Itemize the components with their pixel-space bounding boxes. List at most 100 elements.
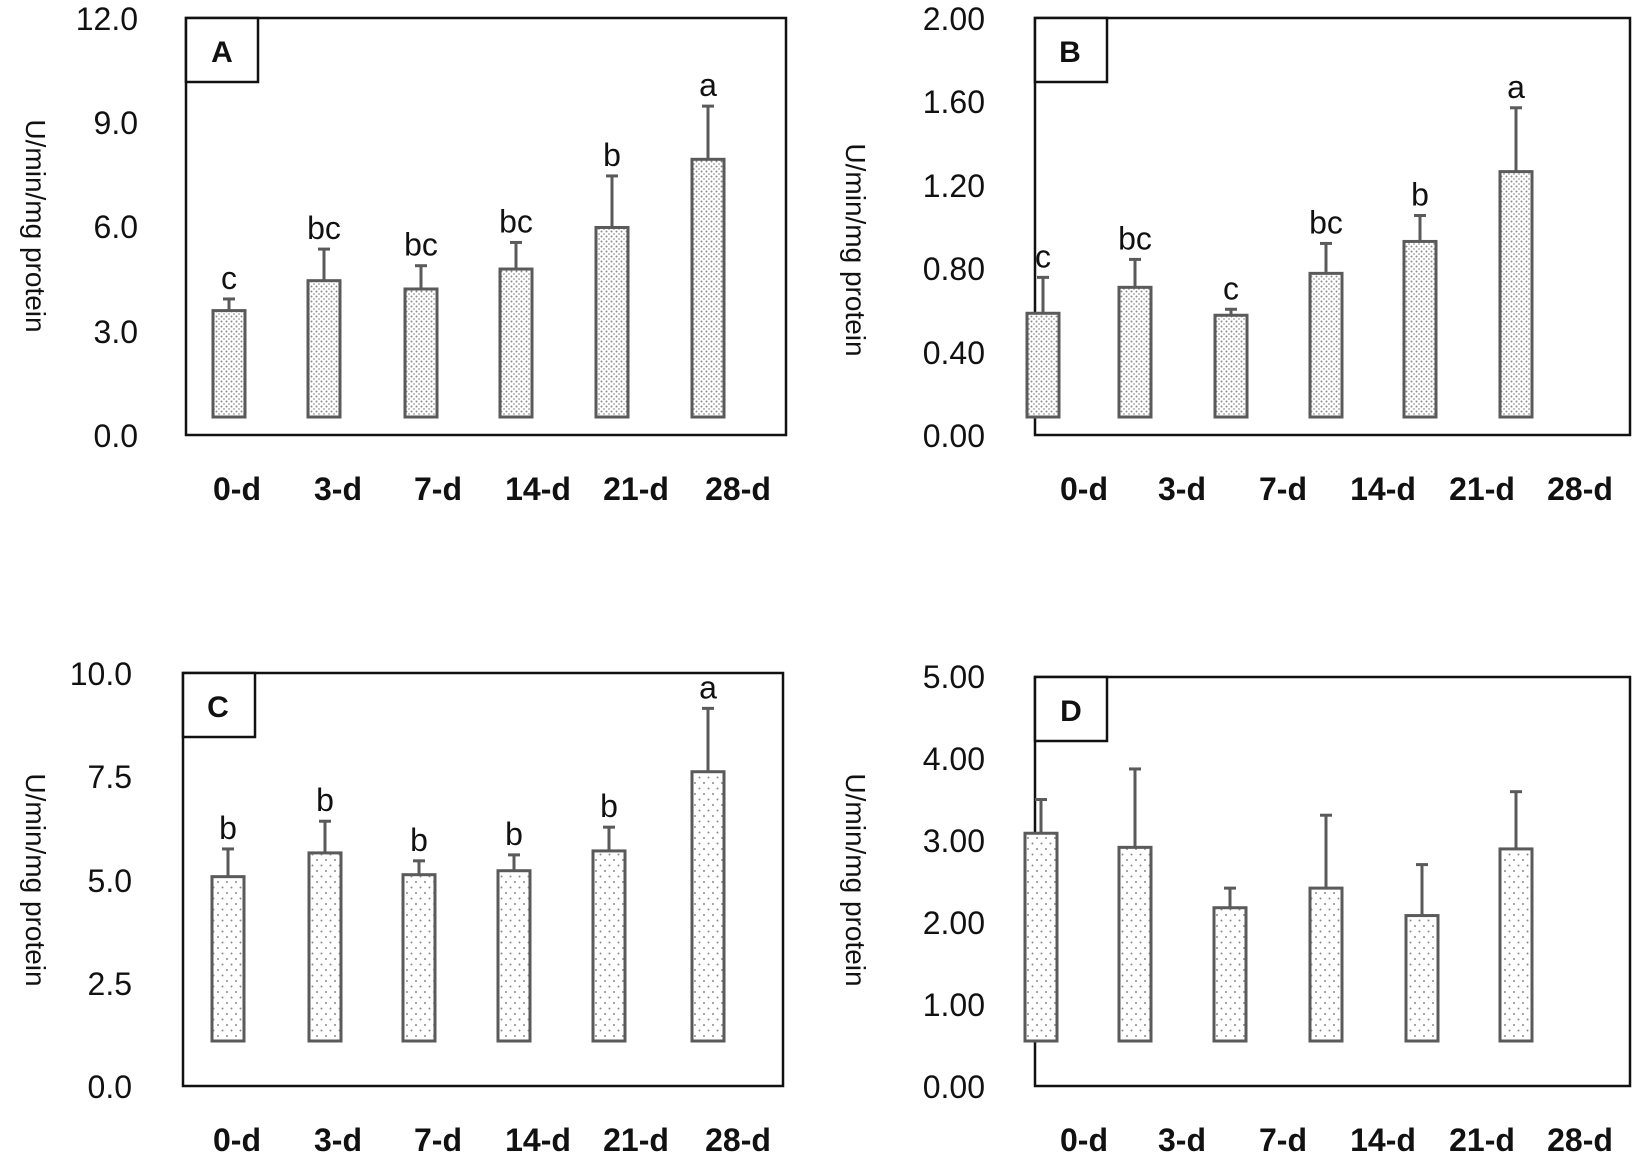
x-category-label: 21-d xyxy=(1449,471,1515,507)
significance-label: bc xyxy=(1118,220,1152,256)
significance-label: c xyxy=(221,260,237,296)
y-tick-labels: 0.00 1.00 2.00 3.00 4.00 5.00 xyxy=(923,659,985,1105)
x-category-label: 21-d xyxy=(603,471,669,507)
bar xyxy=(403,287,439,419)
x-category-label: 14-d xyxy=(505,471,571,507)
panel-d: D U/min/mg protein 0.00 1.00 2.00 3.00 4… xyxy=(840,659,1632,1156)
significance-label: b xyxy=(410,822,428,858)
significance-label: b xyxy=(1411,177,1429,213)
y-tick-label: 0.00 xyxy=(923,1069,985,1105)
y-axis-label: U/min/mg protein xyxy=(20,119,51,332)
bar xyxy=(1117,285,1153,419)
y-tick-label: 4.00 xyxy=(923,741,985,777)
bar xyxy=(1023,831,1059,1043)
x-category-label: 7-d xyxy=(1259,471,1307,507)
bar xyxy=(1308,271,1344,419)
significance-label: bc xyxy=(499,203,533,239)
bar xyxy=(690,770,726,1043)
x-category-label: 3-d xyxy=(314,1122,362,1156)
bar xyxy=(591,849,627,1043)
bar xyxy=(594,225,630,419)
significance-label: a xyxy=(699,67,717,103)
x-category-labels: 0-d 3-d 7-d 14-d 21-d 28-d xyxy=(213,1122,771,1156)
x-category-label: 28-d xyxy=(705,1122,771,1156)
bar xyxy=(1498,170,1534,419)
x-category-label: 14-d xyxy=(1350,1122,1416,1156)
significance-label: b xyxy=(316,782,334,818)
y-tick-label: 2.00 xyxy=(923,905,985,941)
bar xyxy=(1117,845,1153,1043)
x-category-labels: 0-d 3-d 7-d 14-d 21-d 28-d xyxy=(213,471,771,507)
bar xyxy=(401,873,437,1043)
x-category-label: 7-d xyxy=(414,471,462,507)
significance-label: c xyxy=(1035,238,1051,274)
panel-label: B xyxy=(1059,36,1081,69)
plot-frame xyxy=(1033,16,1632,437)
bar xyxy=(498,267,534,419)
bar xyxy=(307,851,343,1043)
panel-label-box xyxy=(184,16,260,84)
bar xyxy=(1498,847,1534,1043)
bar-marks: c bc bc bc b a xyxy=(211,67,726,419)
significance-label: b xyxy=(505,816,523,852)
significance-label: b xyxy=(219,810,237,846)
y-tick-label: 7.5 xyxy=(88,759,132,795)
bar xyxy=(1213,313,1249,419)
y-tick-label: 2.00 xyxy=(923,1,985,37)
bar xyxy=(1402,239,1438,419)
bar xyxy=(496,869,532,1043)
y-tick-label: 6.0 xyxy=(94,209,138,245)
panel-label: D xyxy=(1060,695,1082,728)
x-category-label: 14-d xyxy=(1350,471,1416,507)
x-category-labels: 0-d 3-d 7-d 14-d 21-d 28-d xyxy=(1060,471,1613,507)
y-tick-labels: 0.0 3.0 6.0 9.0 12.0 xyxy=(76,1,138,454)
y-tick-label: 0.00 xyxy=(923,418,985,454)
y-axis-label: U/min/mg protein xyxy=(840,773,871,986)
y-tick-label: 3.0 xyxy=(94,314,138,350)
bar xyxy=(210,875,246,1043)
x-category-label: 3-d xyxy=(1158,471,1206,507)
y-tick-labels: 0.00 0.40 0.80 1.20 1.60 2.00 xyxy=(923,1,985,454)
significance-label: c xyxy=(1223,270,1239,306)
significance-label: b xyxy=(600,788,618,824)
y-tick-label: 0.0 xyxy=(94,418,138,454)
bar-marks: c bc c bc b a xyxy=(1025,69,1534,419)
significance-label: bc xyxy=(307,210,341,246)
x-category-label: 3-d xyxy=(314,471,362,507)
panel-c: C U/min/mg protein 0.0 2.5 5.0 7.5 10.0 … xyxy=(20,656,785,1156)
x-category-label: 7-d xyxy=(1259,1122,1307,1156)
plot-frame xyxy=(184,16,788,437)
panel-a: A U/min/mg protein 0.0 3.0 6.0 9.0 12.0 … xyxy=(20,1,788,507)
bar xyxy=(1025,311,1061,419)
y-tick-label: 0.0 xyxy=(88,1069,132,1105)
bar xyxy=(690,157,726,419)
y-tick-label: 0.40 xyxy=(923,335,985,371)
x-category-label: 7-d xyxy=(414,1122,462,1156)
x-category-label: 14-d xyxy=(505,1122,571,1156)
y-tick-label: 12.0 xyxy=(76,1,138,37)
panel-label-box xyxy=(1033,16,1109,84)
y-tick-label: 1.20 xyxy=(923,168,985,204)
panel-label: C xyxy=(207,691,229,724)
bar xyxy=(1404,914,1440,1043)
significance-label: bc xyxy=(1309,204,1343,240)
bar xyxy=(211,309,247,419)
y-tick-label: 1.60 xyxy=(923,84,985,120)
bar xyxy=(1308,886,1344,1043)
y-tick-label: 9.0 xyxy=(94,105,138,141)
y-tick-label: 2.5 xyxy=(88,966,132,1002)
x-category-label: 0-d xyxy=(213,471,261,507)
panel-label-box xyxy=(1033,675,1109,743)
y-tick-label: 10.0 xyxy=(70,656,132,692)
x-category-label: 0-d xyxy=(213,1122,261,1156)
bar xyxy=(1212,906,1248,1043)
x-category-label: 28-d xyxy=(705,471,771,507)
x-category-labels: 0-d 3-d 7-d 14-d 21-d 28-d xyxy=(1060,1122,1613,1156)
y-tick-label: 5.00 xyxy=(923,659,985,695)
bar-marks xyxy=(1023,767,1534,1043)
x-category-label: 28-d xyxy=(1547,1122,1613,1156)
x-category-label: 0-d xyxy=(1060,1122,1108,1156)
significance-label: a xyxy=(699,669,717,705)
x-category-label: 0-d xyxy=(1060,471,1108,507)
